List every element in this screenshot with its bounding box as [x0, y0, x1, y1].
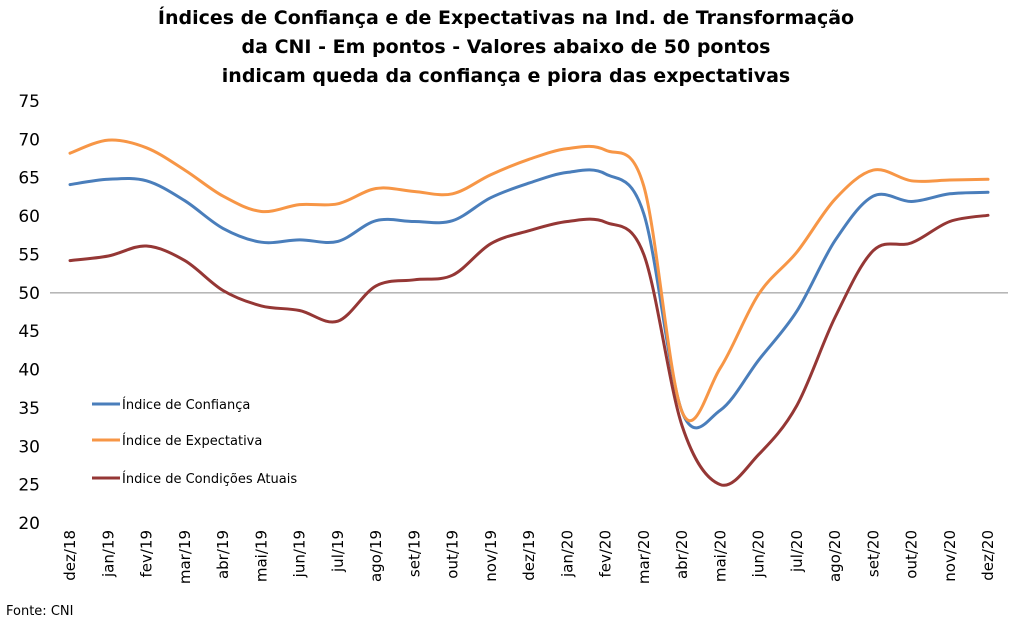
x-tick-label: set/19 [405, 530, 423, 577]
y-tick-label: 30 [18, 437, 40, 457]
x-tick-label: jan/19 [99, 530, 117, 578]
y-tick-label: 60 [18, 207, 40, 227]
chart-title-line-1: Índices de Confiança e de Expectativas n… [157, 7, 855, 29]
source-note: Fonte: CNI [6, 604, 74, 619]
legend-label-expectativa: Índice de Expectativa [122, 433, 262, 449]
x-axis-ticks: dez/18 jan/19 fev/19 mar/19 abr/19 mai/19 jun/… [61, 530, 997, 584]
x-tick-label: out/19 [444, 530, 462, 579]
x-tick-label: jul/20 [788, 530, 806, 573]
x-tick-label: jun/19 [291, 530, 309, 578]
x-tick-label: jun/20 [750, 530, 768, 578]
y-tick-label: 50 [18, 284, 40, 304]
series-line-confianca [68, 168, 990, 430]
chart-title: Índices de Confiança e de Expectativas n… [0, 4, 1012, 91]
series-line-expectativa [68, 138, 990, 423]
x-tick-label: abr/20 [673, 530, 691, 579]
y-tick-label: 40 [18, 361, 40, 381]
chart-title-line-2: da CNI - Em pontos - Valores abaixo de 5… [241, 36, 771, 58]
legend-label-confianca: Índice de Confiança [122, 397, 250, 413]
y-tick-label: 35 [18, 399, 40, 419]
x-tick-label: ago/19 [367, 530, 385, 582]
x-tick-label: dez/20 [979, 530, 997, 581]
y-tick-label: 20 [18, 514, 40, 534]
x-tick-label: nov/19 [482, 530, 500, 582]
legend: Índice de Confiança Índice de Expectativa… [92, 397, 297, 487]
x-tick-label: mar/20 [635, 530, 653, 584]
x-tick-label: dez/19 [520, 530, 538, 581]
x-tick-label: ago/20 [826, 530, 844, 582]
x-tick-label: abr/19 [214, 530, 232, 579]
x-tick-label: fev/19 [138, 530, 156, 578]
legend-label-condicoes-atuais: Índice de Condições Atuais [122, 471, 297, 487]
y-tick-label: 25 [18, 476, 40, 496]
x-tick-label: out/20 [903, 530, 921, 579]
y-tick-label: 65 [18, 169, 40, 189]
series-lines [68, 138, 990, 487]
x-tick-label: nov/20 [941, 530, 959, 582]
y-tick-label: 55 [18, 245, 40, 265]
series-line-condicoes-atuais [68, 213, 990, 487]
x-tick-label: dez/18 [61, 530, 79, 581]
y-tick-label: 70 [18, 130, 40, 150]
y-tick-label: 75 [18, 92, 40, 112]
chart-title-line-3: indicam queda da confiança e piora das e… [221, 65, 791, 87]
x-tick-label: fev/20 [597, 530, 615, 578]
x-tick-label: mar/19 [176, 530, 194, 584]
x-tick-label: jul/19 [329, 530, 347, 573]
x-tick-label: mai/19 [252, 530, 270, 582]
y-tick-label: 45 [18, 322, 40, 342]
x-tick-label: mai/20 [711, 530, 729, 582]
x-tick-label: set/20 [864, 530, 882, 577]
y-axis-ticks: 20 25 30 35 40 45 50 55 60 65 70 75 [18, 92, 40, 534]
x-tick-label: jan/20 [558, 530, 576, 578]
